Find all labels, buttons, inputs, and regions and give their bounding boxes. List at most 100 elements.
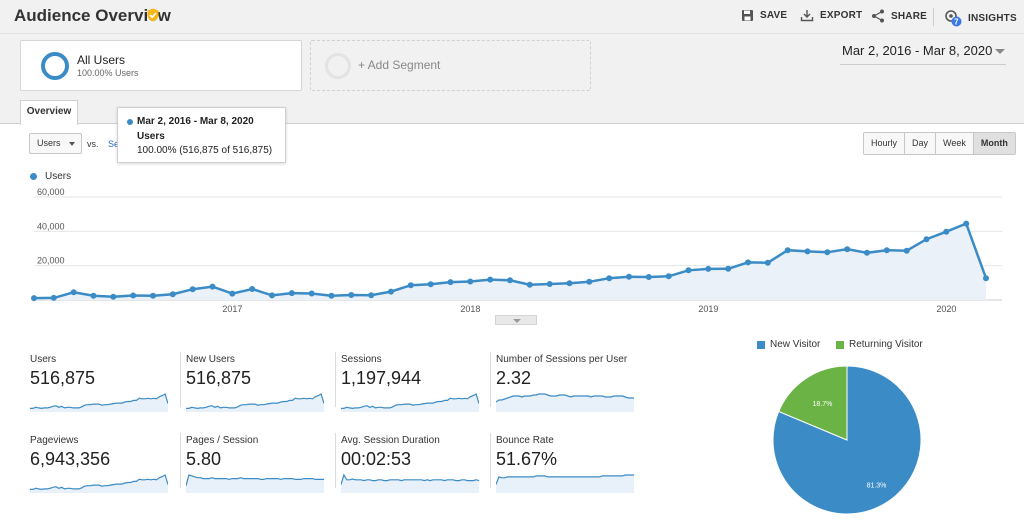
insights-icon: 7 [945, 10, 962, 27]
data-point[interactable] [784, 247, 791, 254]
pie-slice-returning-visitor[interactable] [778, 365, 848, 441]
data-point[interactable] [645, 274, 652, 280]
sparkline-area [496, 394, 634, 412]
data-point[interactable] [745, 259, 751, 266]
data-point[interactable] [189, 286, 196, 293]
header-divider [933, 8, 934, 26]
y-tick-label: 20,000 [37, 256, 65, 266]
vs-label: vs. [87, 139, 99, 149]
data-point[interactable] [626, 273, 632, 280]
data-point[interactable] [923, 236, 930, 243]
data-point[interactable] [209, 283, 216, 290]
data-point[interactable] [467, 278, 474, 285]
metric-card[interactable]: Sessions 1,197,944 [341, 354, 495, 426]
share-button[interactable]: SHARE [871, 9, 927, 23]
data-point[interactable] [983, 275, 989, 282]
metric-card[interactable]: Avg. Session Duration 00:02:53 [341, 435, 495, 507]
data-point[interactable] [804, 248, 811, 255]
data-point[interactable] [526, 281, 533, 288]
metric-card[interactable]: Number of Sessions per User 2.32 [496, 354, 650, 426]
data-point[interactable] [328, 292, 335, 299]
chevron-down-icon[interactable] [995, 49, 1005, 54]
data-point[interactable] [31, 295, 37, 302]
data-point[interactable] [427, 281, 434, 288]
x-tick-label: 2019 [698, 304, 718, 314]
data-point[interactable] [308, 290, 315, 297]
metric-divider [335, 433, 336, 488]
metric-divider [180, 433, 181, 488]
data-point[interactable] [288, 290, 295, 297]
metric-sparkline [30, 393, 168, 412]
insights-button[interactable]: 7 INSIGHTS [944, 9, 1017, 27]
data-point[interactable] [110, 293, 117, 300]
data-point[interactable] [150, 292, 156, 299]
pie-slice-new-visitor[interactable] [772, 365, 922, 515]
data-point[interactable] [388, 288, 394, 295]
data-point[interactable] [566, 280, 573, 287]
data-point[interactable] [348, 292, 355, 298]
data-point[interactable] [269, 292, 275, 299]
page-header: Audience Overview SAVE EXPORT SHARE 7 IN… [0, 0, 1024, 34]
metric-card[interactable]: Users 516,875 [30, 354, 184, 426]
granularity-month[interactable]: Month [973, 133, 1015, 154]
metric-label: Bounce Rate [496, 435, 554, 446]
metric-card[interactable]: Bounce Rate 51.67% [496, 435, 650, 507]
tab-overview[interactable]: Overview [20, 100, 78, 125]
data-point[interactable] [130, 292, 137, 299]
data-point[interactable] [50, 294, 57, 301]
data-point[interactable] [507, 277, 513, 284]
granularity-week[interactable]: Week [936, 133, 974, 154]
chart-resize-handle[interactable] [495, 315, 537, 325]
pie-slice-label: 81.3% [867, 482, 887, 489]
sparkline-line [496, 474, 634, 485]
data-point[interactable] [487, 276, 494, 283]
tooltip-date: Mar 2, 2016 - Mar 8, 2020 [137, 116, 254, 127]
data-point[interactable] [586, 278, 593, 285]
data-point[interactable] [447, 279, 454, 286]
legend-returning-visitor-label: Returning Visitor [849, 339, 923, 350]
data-point[interactable] [546, 281, 553, 287]
data-point[interactable] [824, 249, 831, 256]
data-point[interactable] [725, 265, 732, 272]
segment-all-users[interactable]: All Users 100.00% Users [20, 40, 302, 91]
data-point[interactable] [943, 228, 950, 235]
data-point[interactable] [963, 220, 970, 227]
data-point[interactable] [864, 249, 870, 256]
sparkline-line [496, 393, 634, 403]
data-point[interactable] [903, 247, 910, 254]
granularity-day[interactable]: Day [905, 133, 937, 154]
data-point[interactable] [70, 289, 77, 296]
metric-card[interactable]: New Users 516,875 [186, 354, 340, 426]
export-icon [800, 10, 814, 22]
metric-sparkline [186, 474, 324, 493]
data-point[interactable] [685, 267, 692, 274]
save-button[interactable]: SAVE [741, 9, 787, 22]
metric-card[interactable]: Pageviews 6,943,356 [30, 435, 184, 507]
data-point[interactable] [407, 282, 414, 289]
data-point[interactable] [705, 265, 712, 272]
data-point[interactable] [169, 291, 176, 298]
add-segment-button[interactable]: + Add Segment [310, 40, 591, 91]
data-point[interactable] [764, 259, 771, 266]
granularity-hourly[interactable]: Hourly [864, 133, 906, 154]
metric-card[interactable]: Pages / Session 5.80 [186, 435, 340, 507]
data-point[interactable] [249, 286, 256, 292]
data-point[interactable] [883, 247, 890, 254]
metric-dropdown[interactable]: Users [29, 133, 82, 154]
data-point[interactable] [90, 292, 97, 299]
data-point[interactable] [229, 290, 236, 297]
select-metric-link[interactable]: Se [108, 139, 120, 149]
sparkline-line [341, 473, 479, 485]
data-point[interactable] [368, 292, 375, 299]
data-point[interactable] [606, 275, 613, 282]
metric-sparkline [496, 393, 634, 412]
metric-value: 516,875 [186, 368, 252, 388]
date-range-picker[interactable]: Mar 2, 2016 - Mar 8, 2020 [842, 43, 993, 58]
sparkline-area [30, 394, 168, 412]
chart-tooltip: Mar 2, 2016 - Mar 8, 2020 Users 100.00% … [117, 107, 286, 163]
data-point[interactable] [844, 246, 851, 253]
export-button[interactable]: EXPORT [800, 9, 862, 22]
metric-divider [335, 352, 336, 407]
data-point[interactable] [665, 273, 672, 280]
segment-bar: All Users 100.00% Users + Add Segment Ma… [0, 34, 1024, 98]
